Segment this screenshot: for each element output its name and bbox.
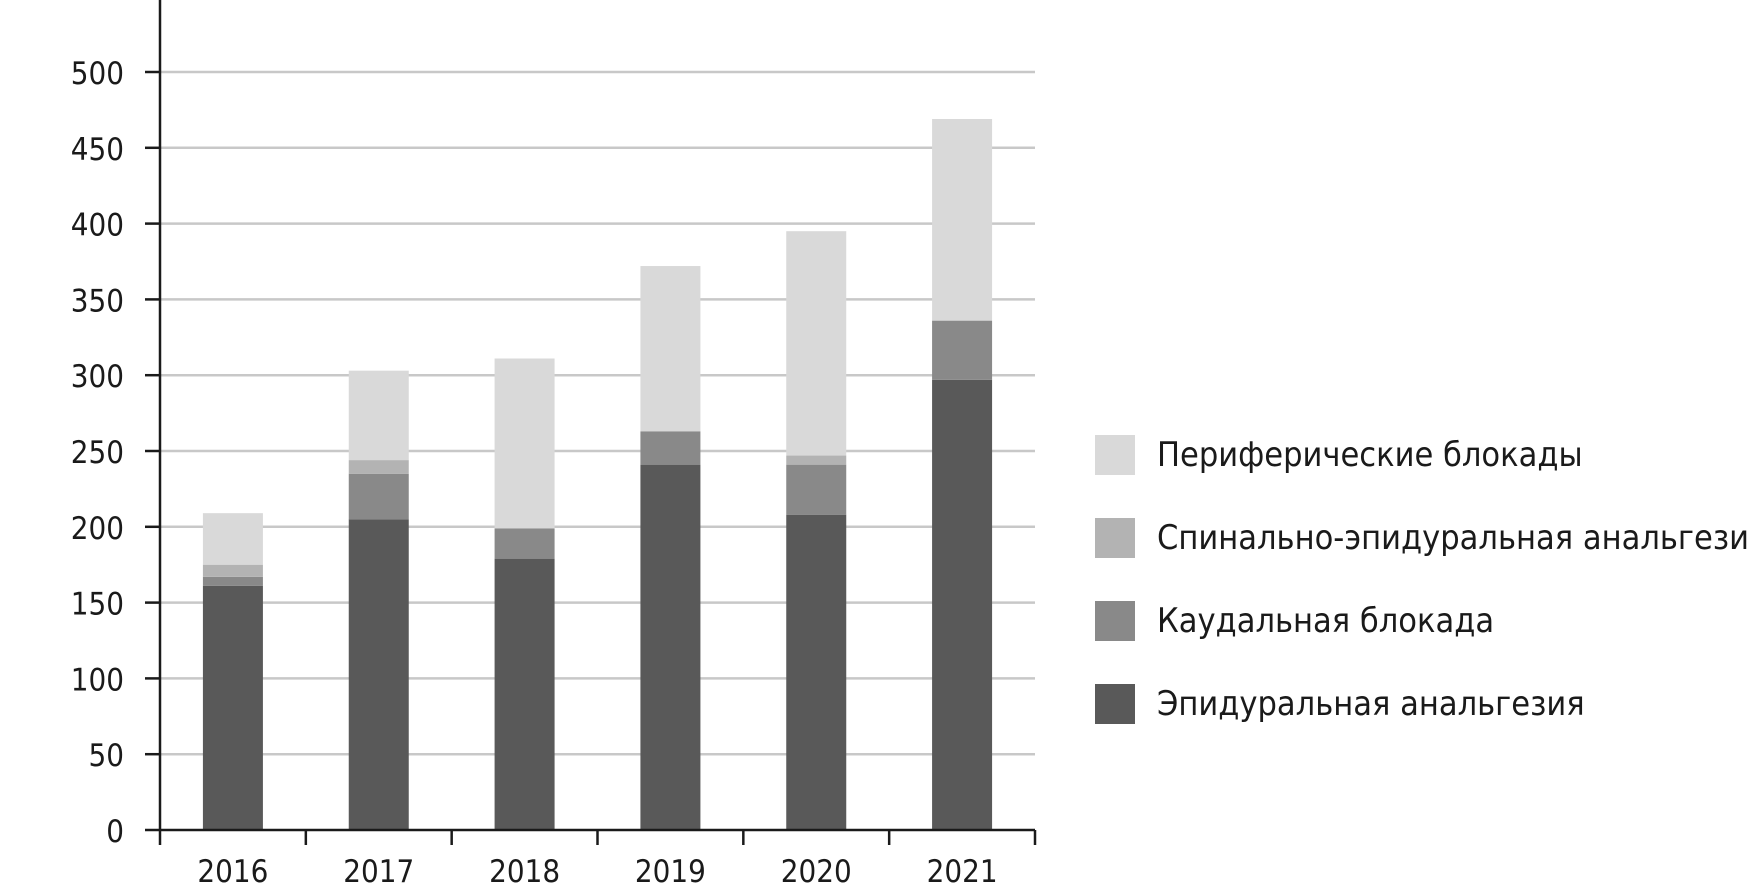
bar-2018-series-0 <box>494 558 555 830</box>
bar-2019-series-3 <box>640 266 701 432</box>
bar-2017-series-0 <box>348 519 409 830</box>
bar-2019-series-1 <box>640 431 701 465</box>
y-tick-label-400: 400 <box>71 208 124 244</box>
bar-2017-series-3 <box>348 370 409 461</box>
x-tick-label-2021: 2021 <box>927 854 998 890</box>
bar-2021-series-1 <box>932 320 993 380</box>
y-tick-label-100: 100 <box>71 662 124 698</box>
bar-2020-series-1 <box>786 464 847 515</box>
x-tick-label-2016: 2016 <box>197 854 268 890</box>
x-tick-label-2019: 2019 <box>635 854 706 890</box>
bar-2018-series-3 <box>494 358 555 529</box>
y-tick-label-250: 250 <box>71 435 124 471</box>
legend-swatch-0 <box>1095 684 1135 724</box>
legend-swatch-1 <box>1095 601 1135 641</box>
legend-label-3: Периферические блокады <box>1157 435 1583 475</box>
y-tick-label-300: 300 <box>71 359 124 395</box>
legend-label-1: Каудальная блокада <box>1157 601 1494 641</box>
y-tick-label-450: 450 <box>71 132 124 168</box>
bar-2019-series-0 <box>640 464 701 830</box>
legend-label-0: Эпидуральная анальгезия <box>1157 684 1585 724</box>
bar-2021-series-0 <box>932 379 993 830</box>
bars <box>202 118 993 830</box>
y-tick-label-150: 150 <box>71 587 124 623</box>
legend: Периферические блокады Спинально-эпидурал… <box>1095 435 1750 724</box>
bar-2018-series-1 <box>494 528 555 559</box>
x-tick-label-2018: 2018 <box>489 854 560 890</box>
bar-2016-series-1 <box>202 576 263 586</box>
axes <box>158 0 1035 832</box>
bar-2020-series-0 <box>786 514 847 830</box>
legend-swatch-2 <box>1095 518 1135 558</box>
legend-label-2: Спинально-эпидуральная анальгезия <box>1157 518 1750 558</box>
y-tick-label-50: 50 <box>89 738 124 774</box>
bar-2016-series-3 <box>202 513 263 565</box>
x-tick-labels: 2016 2017 2018 2019 2020 2021 <box>158 830 1037 890</box>
bar-2020-series-3 <box>786 231 847 456</box>
bar-2016-series-2 <box>202 564 263 577</box>
y-tick-label-500: 500 <box>71 56 124 92</box>
y-tick-labels: 0 50 100 150 200 250 300 350 400 450 500 <box>71 56 160 850</box>
x-tick-label-2020: 2020 <box>781 854 852 890</box>
gridlines <box>160 70 1035 756</box>
y-tick-label-0: 0 <box>106 814 124 850</box>
bar-2017-series-1 <box>348 473 409 520</box>
bar-2017-series-2 <box>348 460 409 474</box>
x-tick-label-2017: 2017 <box>343 854 414 890</box>
bar-2016-series-0 <box>202 585 263 830</box>
y-tick-label-200: 200 <box>71 511 124 547</box>
bar-2020-series-2 <box>786 455 847 465</box>
legend-swatch-3 <box>1095 435 1135 475</box>
y-tick-label-350: 350 <box>71 283 124 319</box>
bar-2021-series-3 <box>932 118 993 321</box>
